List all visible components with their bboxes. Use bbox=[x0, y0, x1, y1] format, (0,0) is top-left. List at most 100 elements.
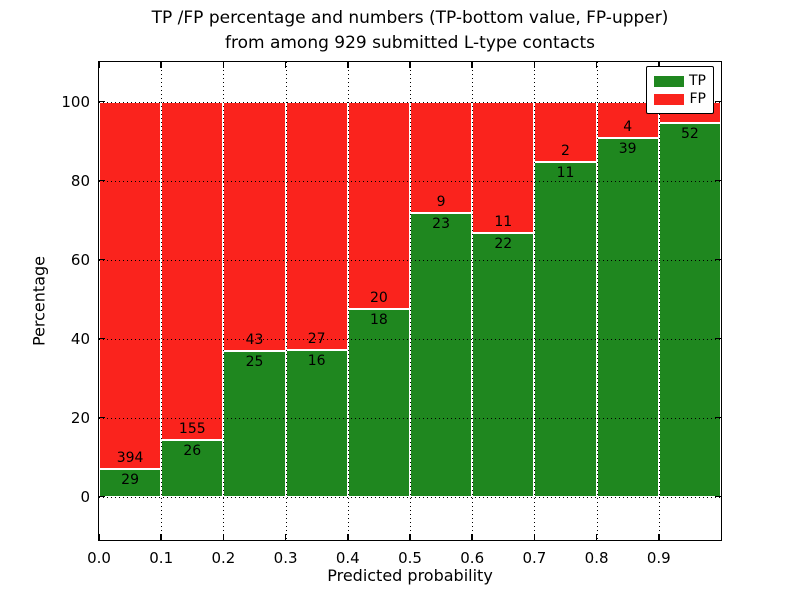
fp-count-label: 155 bbox=[178, 420, 206, 437]
legend-label-tp: TP bbox=[689, 73, 706, 89]
x-tick-label: 0.5 bbox=[398, 549, 422, 567]
tp-count-label: 26 bbox=[183, 442, 202, 459]
fp-count-label: 27 bbox=[307, 330, 326, 347]
x-tick-label: 0.8 bbox=[584, 549, 609, 567]
x-tick-mark-top bbox=[409, 62, 411, 68]
bar-segment-tp bbox=[472, 233, 535, 497]
bar-segment-fp bbox=[99, 101, 162, 470]
tp-count-label: 23 bbox=[432, 215, 451, 232]
y-tick-mark bbox=[99, 337, 105, 340]
x-tick-mark-top bbox=[98, 62, 100, 68]
x-tick-mark-top bbox=[284, 62, 287, 68]
y-tick-label: 80 bbox=[70, 171, 90, 190]
legend-swatch-tp bbox=[654, 75, 684, 87]
x-tick-mark-top bbox=[347, 62, 349, 68]
legend-entry-fp: FP bbox=[654, 91, 706, 107]
vertical-gridline bbox=[161, 62, 163, 540]
y-tick-label: 0 bbox=[80, 487, 90, 506]
bar-segment-tp bbox=[534, 162, 597, 497]
fp-count-label: 11 bbox=[494, 214, 513, 231]
chart-title-line1: TP /FP percentage and numbers (TP-bottom… bbox=[151, 8, 669, 28]
x-tick-label: 0.2 bbox=[211, 549, 236, 567]
vertical-gridline bbox=[658, 62, 660, 540]
y-tick-mark-right bbox=[715, 495, 721, 498]
plot-area: 394 29 155 26 43 25 27 16 20 18 9 23 11 22 2 11 4 39 52 bbox=[99, 62, 721, 540]
x-tick-label: 0.3 bbox=[273, 549, 298, 567]
x-tick-mark bbox=[409, 534, 411, 540]
y-tick-mark bbox=[99, 495, 105, 498]
x-tick-label: 0.7 bbox=[522, 549, 547, 567]
x-tick-mark-top bbox=[160, 62, 162, 68]
x-tick-mark bbox=[595, 534, 598, 540]
vertical-gridline bbox=[285, 62, 287, 540]
x-tick-mark-top bbox=[595, 62, 598, 68]
x-tick-mark bbox=[658, 534, 660, 540]
vertical-gridline bbox=[534, 62, 536, 540]
fp-count-label: 9 bbox=[436, 193, 446, 210]
vertical-gridline bbox=[472, 62, 474, 540]
x-tick-mark-top bbox=[471, 62, 473, 68]
bar-segment-tp bbox=[347, 309, 410, 497]
bar-segment-fp bbox=[223, 101, 286, 352]
y-tick-mark-right bbox=[715, 416, 721, 419]
x-tick-mark bbox=[98, 534, 100, 540]
bar-segment-tp bbox=[161, 439, 224, 497]
tp-count-label: 18 bbox=[369, 312, 388, 329]
x-tick-mark bbox=[347, 534, 349, 540]
bar-segment-fp bbox=[285, 101, 348, 350]
y-tick-mark-right bbox=[715, 258, 721, 261]
fp-count-label: 2 bbox=[561, 143, 570, 160]
x-tick-mark-top bbox=[222, 62, 225, 68]
x-tick-label: 0.1 bbox=[149, 549, 174, 567]
legend-label-fp: FP bbox=[689, 91, 707, 107]
x-tick-mark bbox=[471, 534, 473, 540]
y-tick-mark bbox=[99, 179, 105, 182]
bar-segment-fp bbox=[161, 101, 224, 440]
legend-swatch-fp bbox=[654, 93, 684, 105]
vertical-gridline bbox=[347, 62, 349, 540]
bar-segment-tp bbox=[596, 138, 659, 497]
bar-segment-tp bbox=[99, 469, 162, 497]
bar-segment-tp bbox=[410, 212, 473, 497]
tp-count-label: 22 bbox=[494, 236, 513, 253]
vertical-gridline bbox=[596, 62, 598, 540]
y-tick-mark-right bbox=[715, 179, 721, 182]
fp-count-label: 20 bbox=[369, 290, 388, 307]
bar-segment-fp bbox=[347, 101, 410, 310]
tp-count-label: 25 bbox=[245, 354, 264, 371]
x-tick-mark-top bbox=[658, 62, 660, 68]
y-tick-mark bbox=[99, 416, 105, 419]
x-axis-label: Predicted probability bbox=[327, 566, 493, 585]
fp-count-label: 43 bbox=[245, 332, 264, 349]
x-tick-mark bbox=[533, 534, 536, 540]
x-tick-mark bbox=[222, 534, 225, 540]
x-tick-mark bbox=[160, 534, 162, 540]
x-tick-label: 0.0 bbox=[87, 549, 111, 567]
tp-count-label: 11 bbox=[556, 165, 575, 182]
y-tick-mark-right bbox=[715, 100, 721, 103]
legend-entry-tp: TP bbox=[654, 73, 706, 89]
x-tick-mark-top bbox=[533, 62, 536, 68]
vertical-gridline bbox=[410, 62, 411, 540]
fp-count-label: 394 bbox=[116, 450, 144, 467]
chart-title-line2: from among 929 submitted L-type contacts bbox=[224, 33, 596, 53]
fp-count-label: 4 bbox=[623, 119, 633, 136]
tp-count-label: 52 bbox=[680, 126, 699, 143]
y-tick-label: 60 bbox=[70, 250, 90, 269]
tp-count-label: 29 bbox=[121, 472, 140, 489]
y-tick-label: 40 bbox=[70, 329, 90, 348]
y-tick-mark bbox=[99, 100, 105, 103]
tp-count-label: 16 bbox=[307, 352, 326, 369]
bar-segment-tp bbox=[658, 123, 721, 497]
x-tick-label: 0.9 bbox=[646, 549, 671, 567]
bar-segment-tp bbox=[285, 349, 348, 497]
tp-count-label: 39 bbox=[618, 141, 637, 158]
bar-segment-tp bbox=[223, 351, 286, 497]
vertical-gridline bbox=[223, 62, 225, 540]
x-tick-mark bbox=[284, 534, 287, 540]
y-tick-mark-right bbox=[715, 337, 721, 340]
y-tick-mark bbox=[99, 258, 105, 261]
y-tick-label: 20 bbox=[70, 408, 90, 427]
legend: TP FP bbox=[646, 66, 714, 114]
